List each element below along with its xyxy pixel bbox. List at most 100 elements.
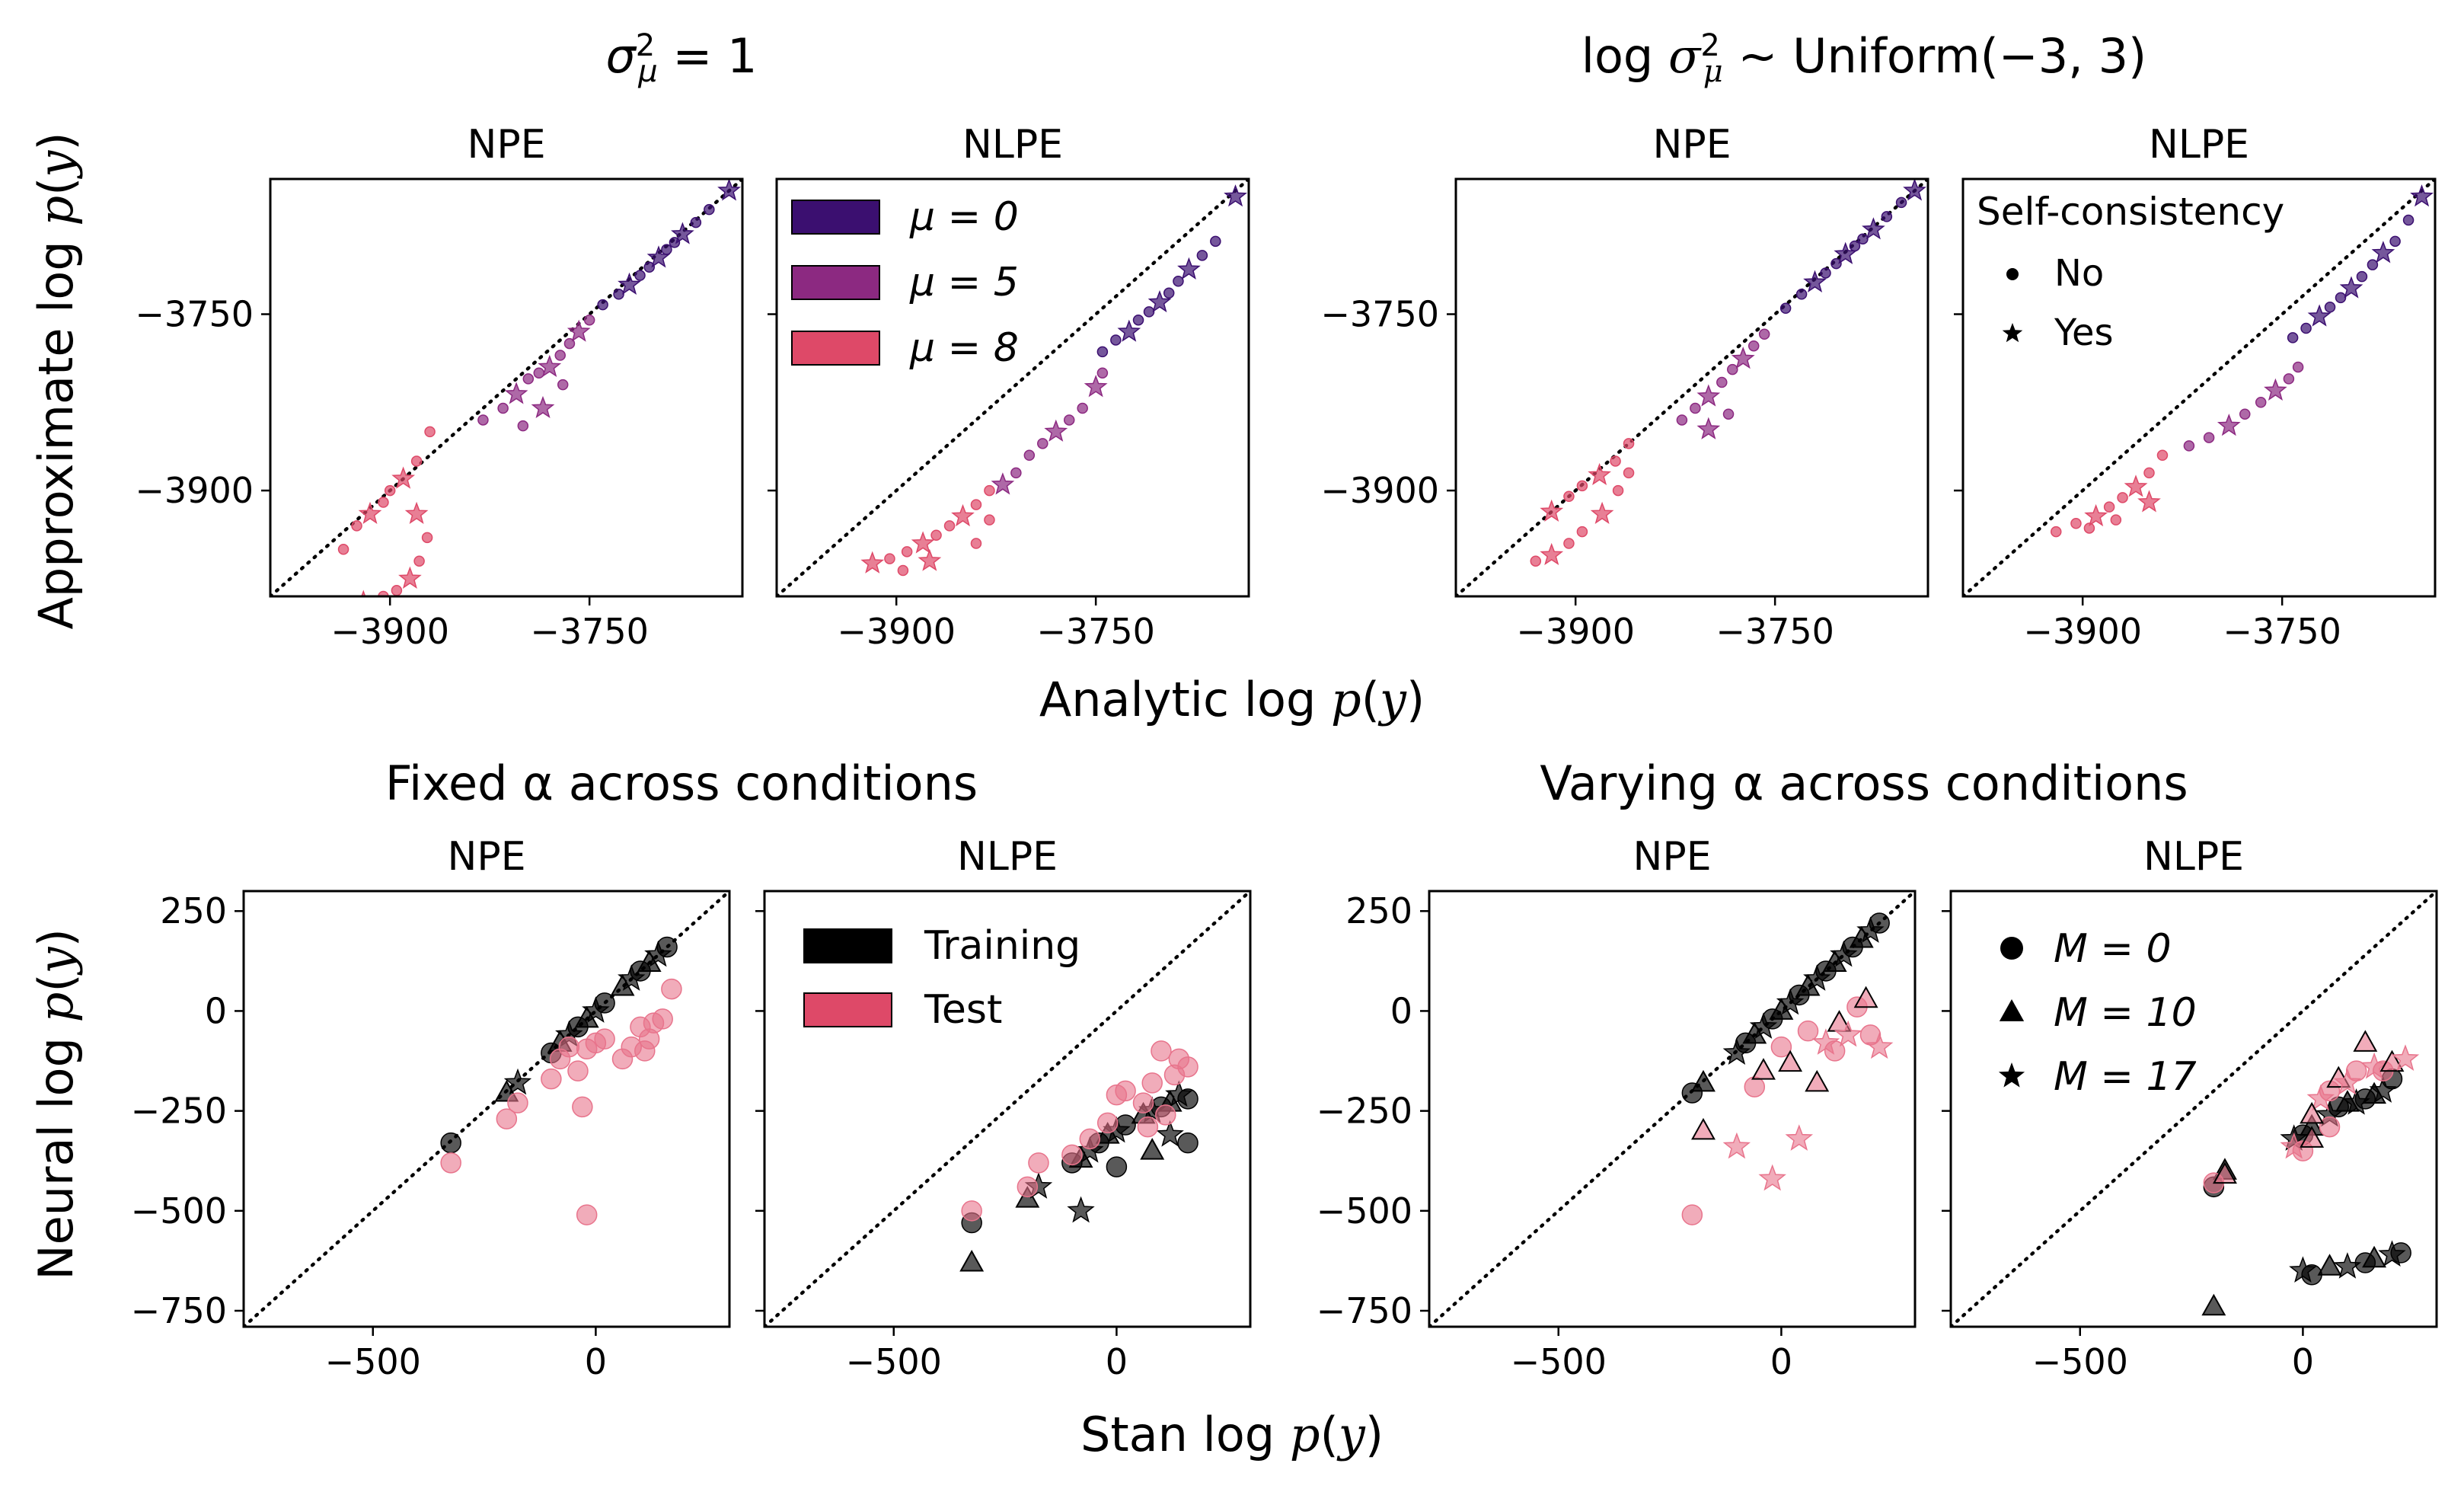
panel-title: NLPE xyxy=(2149,122,2249,168)
data-point xyxy=(541,1068,562,1090)
data-point xyxy=(440,1132,461,1154)
data-point xyxy=(2335,292,2347,304)
panel-top-nlpe-2: NLPE −3900 −3750 xyxy=(1954,122,2437,652)
identity-line xyxy=(777,179,1249,596)
data-point xyxy=(2390,1242,2411,1264)
data-point xyxy=(1010,467,1022,479)
data-point xyxy=(1151,1040,1172,1062)
data-point xyxy=(2203,432,2215,443)
panel-frame xyxy=(1454,177,1929,598)
data-point xyxy=(1751,1058,1776,1080)
panel-frame xyxy=(775,177,1250,598)
data-point xyxy=(398,566,422,589)
data-point xyxy=(1115,1080,1136,1102)
data-point xyxy=(1079,1128,1101,1150)
data-point xyxy=(2255,397,2267,408)
data-point xyxy=(1563,538,1575,549)
data-point xyxy=(2103,501,2115,513)
x-tick-label: −3900 xyxy=(1516,611,1635,652)
data-point xyxy=(2317,1254,2342,1276)
points xyxy=(440,936,682,1225)
data-point xyxy=(618,272,641,296)
data-point xyxy=(911,531,935,554)
data-point xyxy=(951,503,975,527)
data-point xyxy=(1563,490,1575,503)
data-point xyxy=(1830,257,1842,270)
data-point xyxy=(2239,408,2251,420)
data-point xyxy=(2110,514,2122,526)
legend-marker-circle xyxy=(2000,937,2023,960)
panel-title: NPE xyxy=(447,834,525,880)
data-point xyxy=(421,532,433,544)
data-point xyxy=(2117,492,2128,503)
data-point xyxy=(384,484,396,497)
group-title-bottom-right: Varying α across conditions xyxy=(1540,756,2188,811)
data-point xyxy=(1137,1116,1159,1138)
legend-swatch-mu xyxy=(791,331,880,366)
data-point xyxy=(1795,289,1808,300)
data-point xyxy=(1588,462,1611,486)
data-point xyxy=(477,414,489,426)
x-tick-label: −500 xyxy=(2032,1341,2128,1382)
bottom-x-label: Stan log p(y) xyxy=(1080,1407,1384,1462)
data-point xyxy=(2143,467,2155,479)
data-point xyxy=(1590,501,1614,525)
identity-line xyxy=(1963,179,2435,596)
data-point xyxy=(1540,542,1564,566)
data-point xyxy=(496,1108,518,1129)
data-point xyxy=(1224,184,1247,207)
data-point xyxy=(943,520,956,532)
points xyxy=(2051,184,2434,538)
points xyxy=(337,179,741,596)
data-point xyxy=(1210,235,1221,248)
data-point xyxy=(2283,373,2295,385)
data-point xyxy=(1779,302,1792,315)
x-tick-label: −3750 xyxy=(530,611,649,652)
panel-frame xyxy=(1961,177,2437,598)
data-point xyxy=(1143,306,1155,318)
legend-label-M: M = 0 xyxy=(2054,926,2172,972)
data-point xyxy=(358,501,382,525)
data-point xyxy=(424,426,436,438)
y-tick-label: −250 xyxy=(131,1091,227,1132)
data-point xyxy=(1731,347,1755,369)
data-point xyxy=(643,261,655,273)
points xyxy=(1681,912,1894,1225)
data-point xyxy=(1077,402,1088,414)
data-point xyxy=(1576,480,1588,492)
data-point xyxy=(661,244,672,255)
data-point xyxy=(1747,340,1760,352)
data-point xyxy=(1155,1104,1176,1126)
data-point xyxy=(1096,346,1109,358)
legend-label-mu: μ = 8 xyxy=(909,325,1019,371)
legend-label-split: Test xyxy=(924,987,1002,1033)
data-point xyxy=(1691,1117,1716,1140)
data-point xyxy=(1681,1204,1703,1225)
group-title-top-right: log σ2 μ ~ Uniform(−3, 3) xyxy=(1581,28,2146,89)
data-point xyxy=(2300,1101,2325,1124)
x-tick-label: 0 xyxy=(2292,1341,2314,1382)
data-point xyxy=(1163,287,1175,299)
panel-title: NPE xyxy=(1633,834,1711,880)
data-point xyxy=(1061,1144,1083,1166)
data-point xyxy=(959,1249,985,1272)
data-point xyxy=(1722,408,1735,420)
data-point xyxy=(404,501,429,525)
legend-label-mu: μ = 0 xyxy=(909,194,1019,240)
panel-frame xyxy=(1428,890,1917,1328)
data-point xyxy=(497,402,509,414)
data-point xyxy=(661,978,682,1000)
data-point xyxy=(1722,1132,1751,1159)
y-tick-label: −500 xyxy=(1317,1190,1412,1232)
data-point xyxy=(2410,184,2434,207)
panel-frame xyxy=(1949,890,2438,1328)
data-point xyxy=(1895,196,1907,209)
data-point xyxy=(1610,455,1621,467)
data-point xyxy=(2217,414,2241,436)
data-point xyxy=(884,553,895,564)
legend-swatch-mu xyxy=(791,200,880,235)
data-point xyxy=(1530,555,1542,567)
data-point xyxy=(597,299,608,311)
legend-swatch-split xyxy=(803,992,892,1027)
data-point xyxy=(413,555,425,567)
